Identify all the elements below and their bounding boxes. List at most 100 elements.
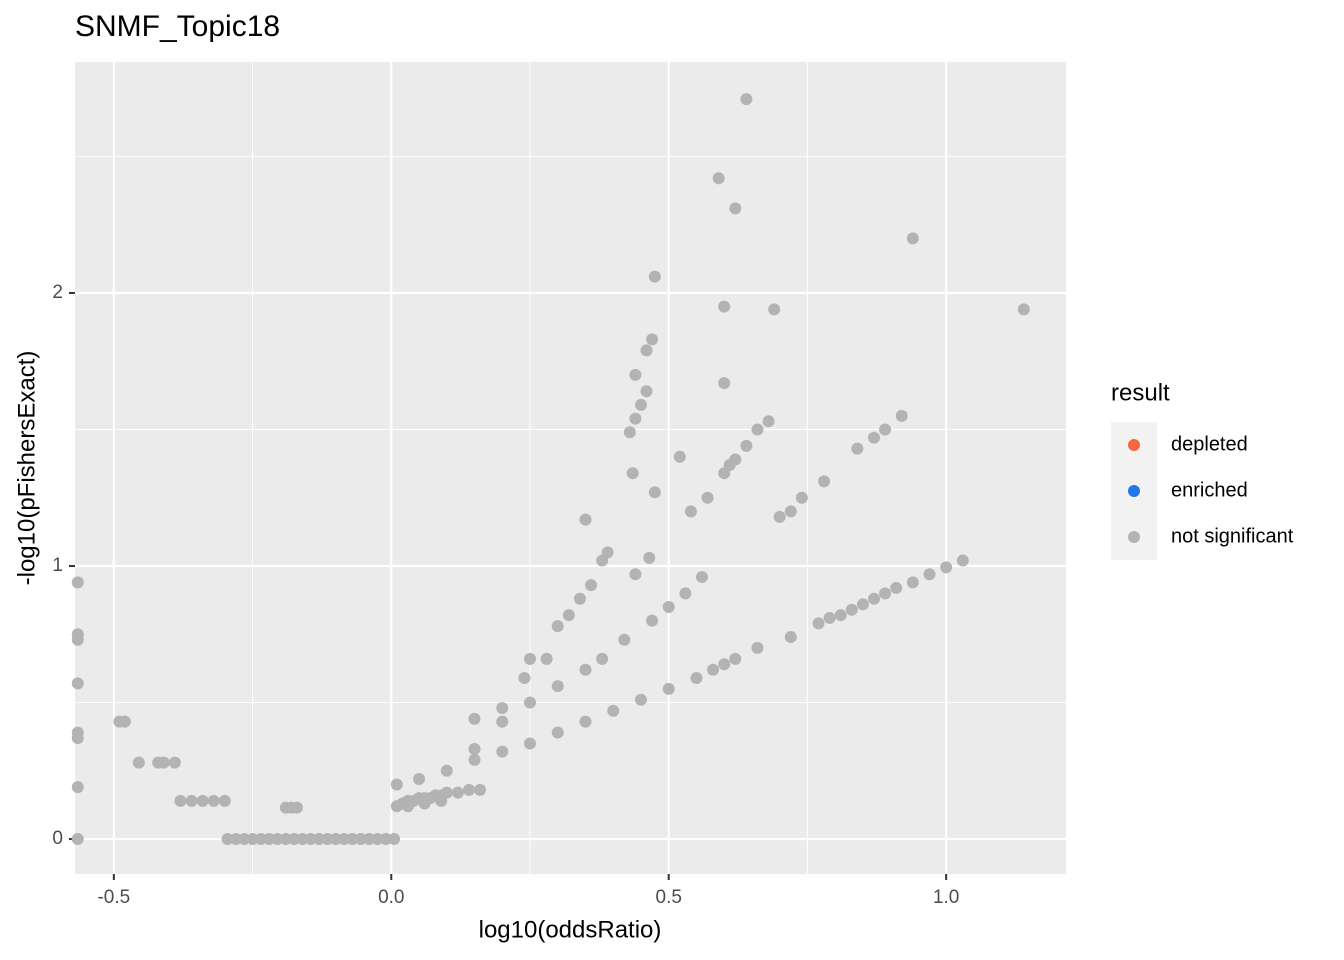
point [229, 833, 242, 846]
point [496, 715, 509, 728]
point [71, 732, 84, 745]
point [707, 663, 720, 676]
point [540, 652, 553, 665]
point [773, 510, 786, 523]
point [585, 579, 598, 592]
y-axis-label: -log10(pFishersExact) [13, 351, 40, 586]
point [868, 431, 881, 444]
x-tick-label: -0.5 [97, 887, 130, 908]
point [296, 833, 309, 846]
legend-label: not significant [1171, 525, 1294, 547]
point [818, 475, 831, 488]
point [174, 794, 187, 807]
point [468, 742, 481, 755]
point [740, 93, 753, 106]
point [474, 783, 487, 796]
point [468, 753, 481, 766]
point [71, 781, 84, 794]
point [729, 652, 742, 665]
point [729, 202, 742, 215]
point [388, 833, 401, 846]
point [640, 385, 653, 398]
point [71, 677, 84, 690]
point [607, 704, 620, 717]
point [390, 778, 403, 791]
point [157, 756, 170, 769]
point [845, 603, 858, 616]
point [518, 671, 531, 684]
point [718, 300, 731, 313]
point [246, 833, 259, 846]
point [413, 772, 426, 785]
point [1017, 303, 1030, 316]
point [712, 172, 725, 185]
point [435, 794, 448, 807]
point [879, 587, 892, 600]
y-tick-label: 1 [52, 555, 63, 576]
point [573, 592, 586, 605]
point [648, 270, 661, 283]
point [551, 680, 564, 693]
point [856, 598, 869, 611]
point [751, 641, 764, 654]
point [618, 633, 631, 646]
point [523, 696, 536, 709]
legend-marker [1128, 439, 1140, 451]
point [371, 833, 384, 846]
legend-label: enriched [1171, 479, 1248, 501]
point [118, 715, 131, 728]
point [629, 568, 642, 581]
point [629, 368, 642, 381]
point [662, 682, 675, 695]
point [71, 633, 84, 646]
point [254, 833, 267, 846]
panel [75, 62, 1066, 874]
x-tick-label: 0.0 [378, 887, 404, 908]
point [629, 412, 642, 425]
point [462, 783, 475, 796]
point [768, 303, 781, 316]
point [784, 631, 797, 644]
point [956, 554, 969, 567]
point [418, 797, 431, 810]
point [562, 609, 575, 622]
point [940, 561, 953, 574]
point [696, 570, 709, 583]
y-tick-label: 2 [52, 282, 63, 303]
point [784, 505, 797, 518]
point [221, 833, 234, 846]
point [890, 581, 903, 594]
point [673, 450, 686, 463]
point [196, 794, 209, 807]
point [401, 800, 414, 813]
point [823, 611, 836, 624]
point [879, 423, 892, 436]
point [690, 671, 703, 684]
point [132, 756, 145, 769]
point [71, 576, 84, 589]
point [279, 833, 292, 846]
point [551, 726, 564, 739]
point [329, 833, 342, 846]
point [238, 833, 251, 846]
point [579, 513, 592, 526]
point [634, 693, 647, 706]
point [718, 658, 731, 671]
point [551, 620, 564, 633]
point [451, 786, 464, 799]
point [185, 794, 198, 807]
point [751, 423, 764, 436]
x-tick-label: 0.5 [656, 887, 682, 908]
point [923, 568, 936, 581]
legend-title: result [1111, 379, 1170, 406]
legend-marker [1128, 485, 1140, 497]
point [662, 600, 675, 613]
point [596, 652, 609, 665]
legend-label: depleted [1171, 433, 1248, 455]
point [304, 833, 317, 846]
point [729, 453, 742, 466]
x-axis-label: log10(oddsRatio) [479, 916, 662, 943]
point [851, 442, 864, 455]
chart-title: SNMF_Topic18 [75, 10, 280, 43]
legend-marker [1128, 531, 1140, 543]
